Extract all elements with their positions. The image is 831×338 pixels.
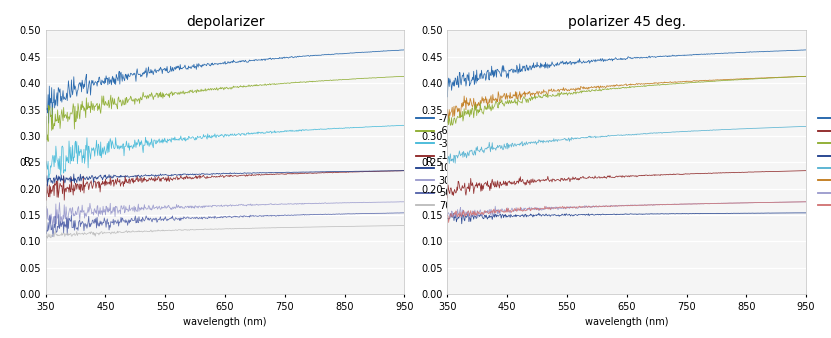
Title: depolarizer: depolarizer (186, 15, 264, 29)
X-axis label: wavelength (nm): wavelength (nm) (184, 317, 267, 327)
Text: R: R (426, 157, 433, 167)
Title: polarizer 45 deg.: polarizer 45 deg. (568, 15, 686, 29)
Legend: -70, -60, -30, -10, 10, 30, 50, 70: -70, -60, -30, -10, 10, 30, 50, 70 (818, 114, 831, 211)
Text: R: R (24, 157, 32, 167)
X-axis label: wavelength (nm): wavelength (nm) (585, 317, 668, 327)
Legend: -70, -60, -30, -10, 10, 30, 50, 70: -70, -60, -30, -10, 10, 30, 50, 70 (416, 114, 455, 211)
